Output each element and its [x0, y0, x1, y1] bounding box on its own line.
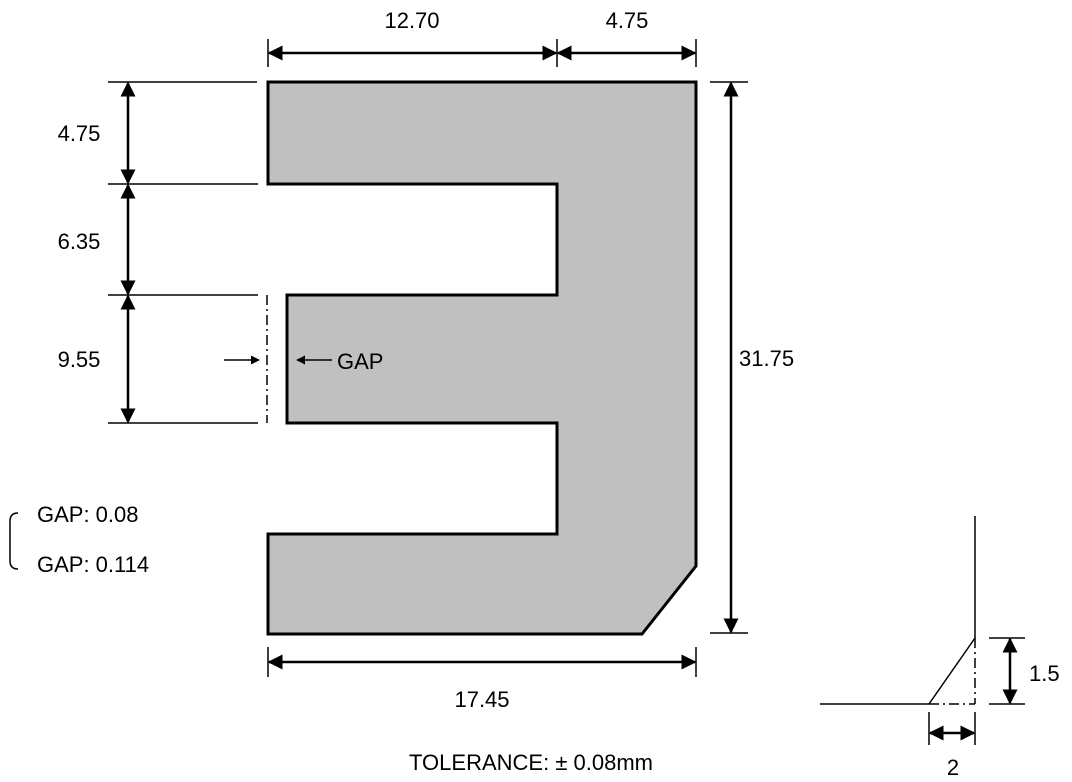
chamfer-width-value: 2 — [947, 755, 959, 780]
gap-option-1: GAP: 0.08 — [37, 502, 139, 527]
dimension-top-right-value: 4.75 — [606, 8, 649, 33]
right-dimension-group: 31.75 — [710, 81, 794, 634]
chamfer-detail: 1.5 2 — [820, 516, 1060, 780]
top-dimension-group: 12.70 4.75 — [267, 8, 697, 67]
gap-options: GAP: 0.08 GAP: 0.114 — [9, 502, 149, 577]
left-dimension-group: 4.75 6.35 9.55 — [58, 81, 258, 424]
dimension-total-width-value: 17.45 — [454, 687, 509, 712]
bottom-dimension-group: 17.45 — [267, 647, 697, 712]
gap-option-2: GAP: 0.114 — [37, 552, 149, 577]
chamfer-height-value: 1.5 — [1029, 661, 1060, 686]
dimension-left-middle-value: 6.35 — [58, 229, 101, 254]
tolerance-note: TOLERANCE: ± 0.08mm — [409, 750, 653, 775]
gap-detail: GAP — [224, 295, 383, 423]
dimension-left-bottom-value: 9.55 — [58, 347, 101, 372]
dimension-total-height-value: 31.75 — [739, 346, 794, 371]
gap-label: GAP — [337, 349, 383, 374]
dimension-top-left-value: 12.70 — [384, 8, 439, 33]
core-profile — [266, 80, 698, 636]
dimension-left-top-value: 4.75 — [58, 121, 101, 146]
chamfer-diagonal-edge — [928, 637, 976, 705]
gap-options-bracket — [9, 512, 19, 570]
